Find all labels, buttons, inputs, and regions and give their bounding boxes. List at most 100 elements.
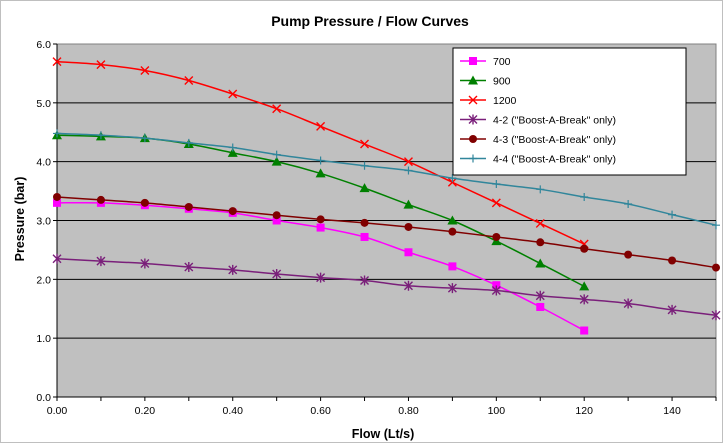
x-axis-ticks: 0.00 0.20 0.40 0.60 0.80 100 120 140 bbox=[47, 396, 717, 417]
y-axis-ticks: 0.0 1.0 2.0 3.0 4.0 5.0 6.0 bbox=[36, 39, 58, 404]
data-point bbox=[536, 302, 545, 311]
data-point bbox=[536, 238, 545, 247]
y-tick-label: 0.0 bbox=[36, 392, 51, 404]
data-point bbox=[140, 198, 149, 207]
data-point bbox=[492, 180, 501, 189]
data-point bbox=[96, 60, 106, 70]
x-tick-label: 0.60 bbox=[310, 405, 331, 417]
data-point bbox=[492, 232, 501, 241]
legend-item: 4-2 ("Boost-A-Break" only) bbox=[460, 114, 616, 127]
x-tick-label: 0.80 bbox=[398, 405, 419, 417]
legend-item: 700 bbox=[460, 56, 511, 68]
legend-marker bbox=[469, 57, 477, 65]
data-point bbox=[624, 200, 633, 209]
legend-item: 1200 bbox=[460, 95, 517, 107]
data-point bbox=[315, 168, 326, 178]
data-point bbox=[580, 192, 589, 201]
data-point bbox=[96, 195, 105, 204]
legend-item: 4-3 ("Boost-A-Break" only) bbox=[460, 134, 616, 146]
legend-item: 900 bbox=[460, 75, 511, 88]
series-group bbox=[52, 57, 721, 335]
data-point bbox=[140, 65, 150, 75]
data-point bbox=[272, 269, 282, 280]
data-point bbox=[447, 177, 457, 187]
data-point bbox=[184, 261, 194, 272]
x-tick-label: 0.20 bbox=[135, 405, 156, 417]
data-point bbox=[228, 89, 238, 99]
data-point bbox=[624, 250, 633, 259]
data-point bbox=[228, 143, 237, 152]
legend-marker bbox=[469, 154, 477, 163]
data-point bbox=[53, 129, 61, 138]
data-point bbox=[579, 294, 589, 305]
legend-label: 900 bbox=[493, 76, 511, 88]
data-point bbox=[448, 174, 457, 183]
legend-label: 4-4 ("Boost-A-Break" only) bbox=[493, 154, 616, 166]
legend-marker bbox=[468, 75, 478, 85]
data-point bbox=[668, 210, 677, 219]
y-tick-label: 4.0 bbox=[36, 157, 51, 169]
legend-item: 4-4 ("Boost-A-Break" only) bbox=[460, 154, 616, 166]
data-point bbox=[316, 272, 326, 283]
data-point bbox=[403, 199, 414, 209]
data-point bbox=[271, 156, 282, 166]
data-point bbox=[448, 227, 457, 236]
data-point bbox=[316, 223, 325, 232]
data-point bbox=[360, 161, 369, 170]
x-tick-label: 100 bbox=[488, 405, 506, 417]
series-line bbox=[56, 257, 717, 316]
y-tick-label: 3.0 bbox=[36, 216, 51, 228]
legend-label: 4-3 ("Boost-A-Break" only) bbox=[493, 134, 616, 146]
legend-marker bbox=[468, 95, 478, 105]
data-point bbox=[272, 216, 281, 225]
data-point bbox=[712, 221, 720, 230]
data-point bbox=[535, 258, 546, 268]
data-point bbox=[360, 275, 370, 286]
series-line bbox=[56, 132, 717, 226]
data-point bbox=[535, 290, 545, 301]
data-point bbox=[404, 222, 413, 231]
legend-label: 4-2 ("Boost-A-Break" only) bbox=[493, 115, 616, 127]
y-tick-label: 1.0 bbox=[36, 333, 51, 345]
series-5 bbox=[53, 192, 720, 272]
data-point bbox=[712, 263, 720, 272]
y-tick-label: 6.0 bbox=[36, 39, 51, 51]
data-point bbox=[360, 232, 369, 241]
legend-box bbox=[452, 47, 687, 176]
legend-label: 1200 bbox=[493, 95, 517, 107]
data-point bbox=[96, 256, 106, 267]
data-point bbox=[404, 248, 413, 257]
data-point bbox=[52, 57, 62, 67]
y-tick-label: 5.0 bbox=[36, 98, 51, 110]
data-point bbox=[228, 207, 237, 216]
data-point bbox=[491, 198, 501, 208]
data-point bbox=[316, 156, 325, 165]
data-point bbox=[140, 134, 149, 143]
data-point bbox=[227, 147, 238, 157]
data-point bbox=[491, 285, 501, 296]
x-tick-label: 140 bbox=[663, 405, 681, 417]
legend-marker bbox=[468, 114, 478, 125]
data-point bbox=[536, 185, 545, 194]
data-point bbox=[579, 281, 590, 291]
data-point bbox=[360, 218, 369, 227]
series-4 bbox=[52, 253, 721, 321]
data-point bbox=[580, 326, 589, 335]
data-point bbox=[96, 131, 105, 140]
data-point bbox=[272, 150, 281, 159]
y-axis-title: Pressure (bar) bbox=[13, 177, 27, 262]
data-point bbox=[403, 157, 413, 167]
data-point bbox=[535, 218, 545, 228]
x-tick-label: 0.40 bbox=[223, 405, 244, 417]
data-point bbox=[184, 138, 193, 147]
data-point bbox=[52, 253, 62, 264]
data-point bbox=[184, 75, 194, 85]
data-point bbox=[272, 104, 282, 114]
data-point bbox=[447, 215, 458, 225]
chart-title: Pump Pressure / Flow Curves bbox=[271, 13, 469, 29]
data-point bbox=[359, 183, 370, 193]
data-point bbox=[623, 298, 633, 309]
data-point bbox=[403, 280, 413, 291]
data-point bbox=[360, 139, 370, 149]
